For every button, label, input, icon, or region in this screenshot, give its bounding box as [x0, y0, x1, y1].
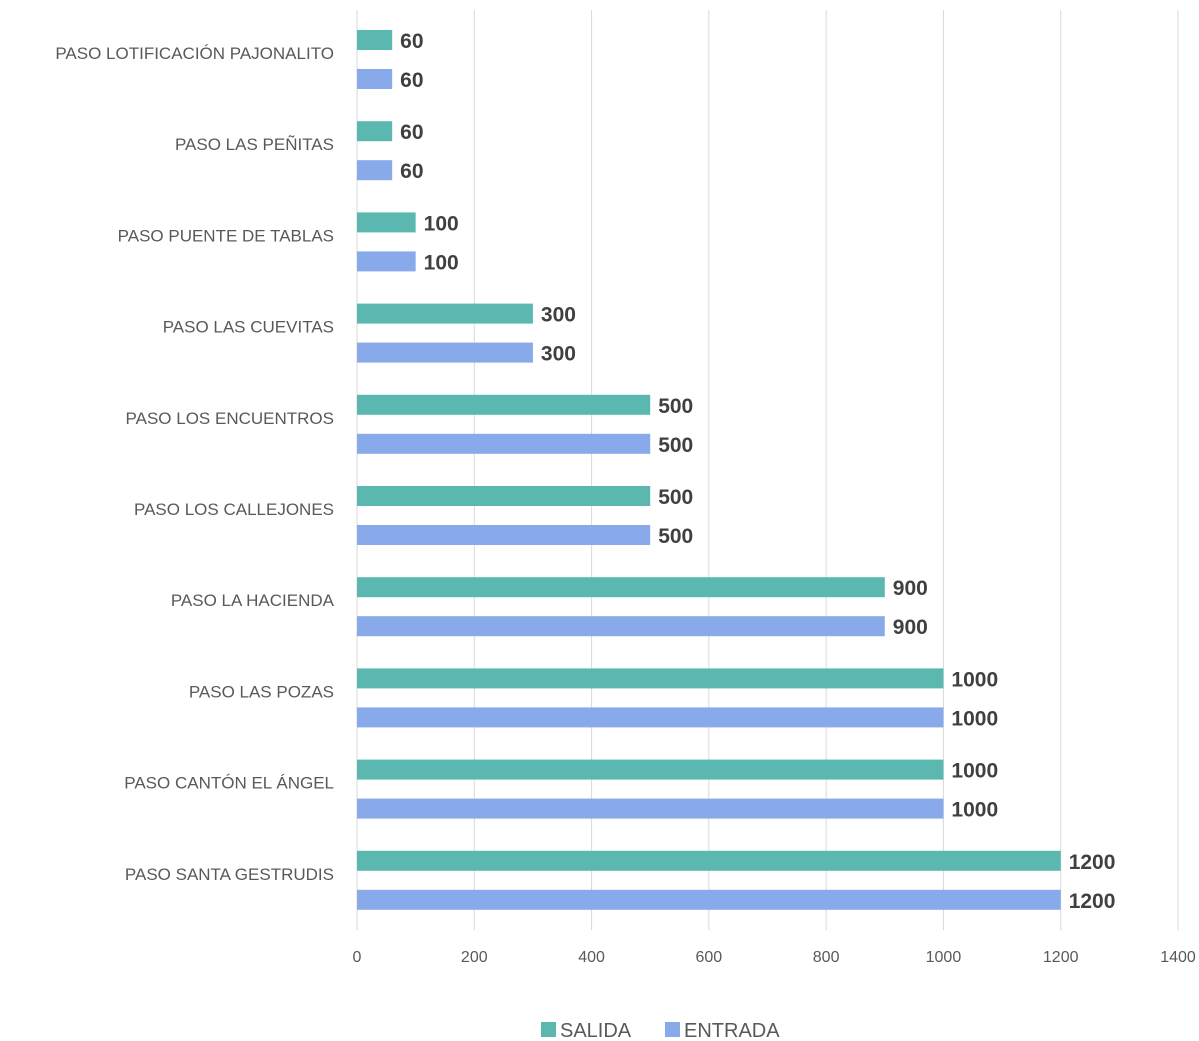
data-label: 1000 [951, 799, 998, 822]
category-label: PASO SANTA GESTRUDIS [125, 865, 334, 884]
x-tick-label: 1400 [1160, 949, 1196, 966]
grid-lines [356, 10, 1179, 930]
x-tick-label: 200 [461, 949, 488, 966]
bar-salida [357, 668, 944, 689]
data-label: 900 [893, 616, 928, 639]
category-label: PASO LOS ENCUENTROS [126, 409, 334, 428]
bar-entrada [357, 342, 533, 363]
data-label: 500 [658, 525, 693, 548]
legend: SALIDA ENTRADA [541, 1020, 780, 1041]
bar-salida [357, 121, 393, 142]
bar-entrada [357, 433, 651, 454]
x-tick-label: 400 [578, 949, 605, 966]
data-label: 60 [400, 121, 423, 144]
data-label: 60 [400, 69, 423, 92]
data-label: 300 [541, 343, 576, 366]
bar-entrada [357, 160, 393, 181]
data-label: 900 [893, 577, 928, 600]
data-labels: 60 60 60 60 100 100 300 300 500 500 500 500 900 900 10… [400, 30, 1115, 913]
legend-swatch [665, 1022, 680, 1037]
bar-entrada [357, 251, 416, 272]
bar-salida [357, 212, 416, 233]
legend-label: ENTRADA [684, 1020, 780, 1041]
x-tick-label: 800 [813, 949, 840, 966]
bar-entrada [357, 707, 944, 728]
data-label: 100 [424, 212, 459, 235]
bar-entrada [357, 616, 885, 637]
data-label: 500 [658, 486, 693, 509]
bar-salida [357, 30, 393, 50]
bar-salida [357, 394, 651, 415]
data-label: 100 [424, 251, 459, 274]
data-label: 500 [658, 395, 693, 418]
category-label: PASO PUENTE DE TABLAS [118, 226, 334, 245]
category-label: PASO LAS PEÑITAS [175, 135, 334, 154]
data-label: 1000 [951, 707, 998, 730]
bar-salida [357, 759, 944, 780]
bar-entrada [357, 69, 393, 89]
bar-entrada [357, 889, 1061, 910]
data-label: 1200 [1069, 890, 1116, 913]
x-tick-label: 0 [353, 949, 362, 966]
bar-salida [357, 577, 885, 598]
bar-salida [357, 486, 651, 506]
data-label: 60 [400, 30, 423, 53]
category-axis: PASO LOTIFICACIÓN PAJONALITO PASO LAS PEÑ… [55, 44, 334, 884]
legend-label: SALIDA [560, 1020, 632, 1041]
category-label: PASO LOTIFICACIÓN PAJONALITO [55, 44, 334, 63]
data-label: 1200 [1069, 851, 1116, 874]
data-label: 1000 [951, 668, 998, 691]
bar-salida [357, 850, 1061, 871]
x-tick-label: 1000 [926, 949, 962, 966]
category-label: PASO LA HACIENDA [171, 591, 335, 610]
data-label: 500 [658, 434, 693, 457]
category-label: PASO CANTÓN EL ÁNGEL [124, 774, 334, 793]
data-label: 1000 [951, 760, 998, 783]
data-label: 300 [541, 304, 576, 327]
bars [357, 30, 1061, 910]
bar-entrada [357, 525, 651, 545]
bar-entrada [357, 798, 944, 819]
value-axis: 0 200 400 600 800 1000 1200 1400 [353, 949, 1196, 966]
category-label: PASO LAS CUEVITAS [163, 318, 334, 337]
data-label: 60 [400, 160, 423, 183]
x-tick-label: 1200 [1043, 949, 1079, 966]
x-tick-label: 600 [696, 949, 723, 966]
category-label: PASO LOS CALLEJONES [134, 500, 334, 519]
legend-swatch [541, 1022, 556, 1037]
category-label: PASO LAS POZAS [189, 682, 334, 701]
bar-salida [357, 303, 533, 324]
